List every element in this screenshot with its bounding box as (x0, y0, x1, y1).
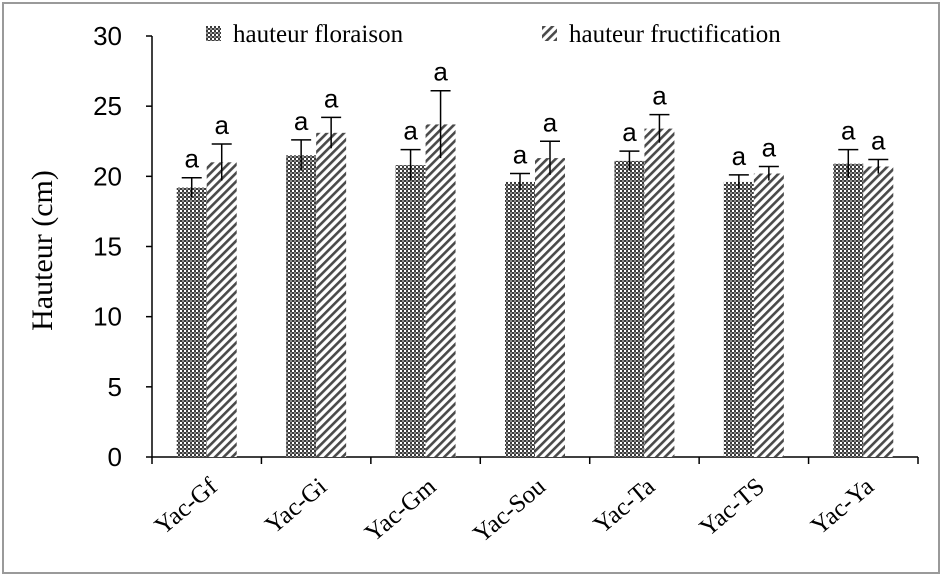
legend-swatch (206, 26, 221, 41)
significance-label: a (214, 110, 229, 140)
bar-floraison (833, 163, 864, 457)
bar-floraison (614, 160, 645, 457)
significance-label: a (732, 141, 747, 171)
significance-label: a (543, 107, 558, 137)
legend-label: hauteur fructification (569, 21, 781, 48)
bar-fructification (753, 173, 784, 457)
y-tick-label: 15 (93, 232, 122, 262)
bar-fructification (316, 132, 347, 457)
significance-label: a (294, 106, 309, 136)
y-tick-label: 25 (93, 91, 122, 121)
bar-fructification (206, 162, 237, 458)
bar-fructification (425, 124, 456, 457)
y-tick-label: 30 (93, 21, 122, 51)
bar-floraison (176, 187, 207, 457)
significance-label: a (513, 140, 528, 170)
y-tick-label: 10 (93, 302, 122, 332)
bar-floraison (723, 181, 754, 458)
significance-label: a (324, 83, 339, 113)
bar-floraison (395, 165, 426, 457)
significance-label: a (622, 117, 637, 147)
significance-label: a (184, 144, 199, 174)
significance-label: a (871, 125, 886, 155)
significance-label: a (652, 81, 667, 111)
significance-label: a (762, 133, 777, 163)
legend-swatch (542, 26, 557, 41)
bar-fructification (644, 128, 675, 457)
bar-floraison (505, 181, 535, 458)
y-tick-label: 20 (93, 161, 122, 191)
bar-floraison (286, 155, 317, 458)
legend-label: hauteur floraison (233, 21, 404, 48)
significance-label: a (403, 116, 418, 146)
significance-label: a (841, 116, 856, 146)
y-tick-label: 5 (108, 372, 122, 402)
bar-fructification (863, 166, 894, 457)
y-tick-label: 0 (108, 442, 122, 472)
y-axis-title: Hauteur (cm) (26, 170, 59, 331)
significance-label: a (433, 57, 448, 87)
bar-fructification (535, 158, 565, 457)
